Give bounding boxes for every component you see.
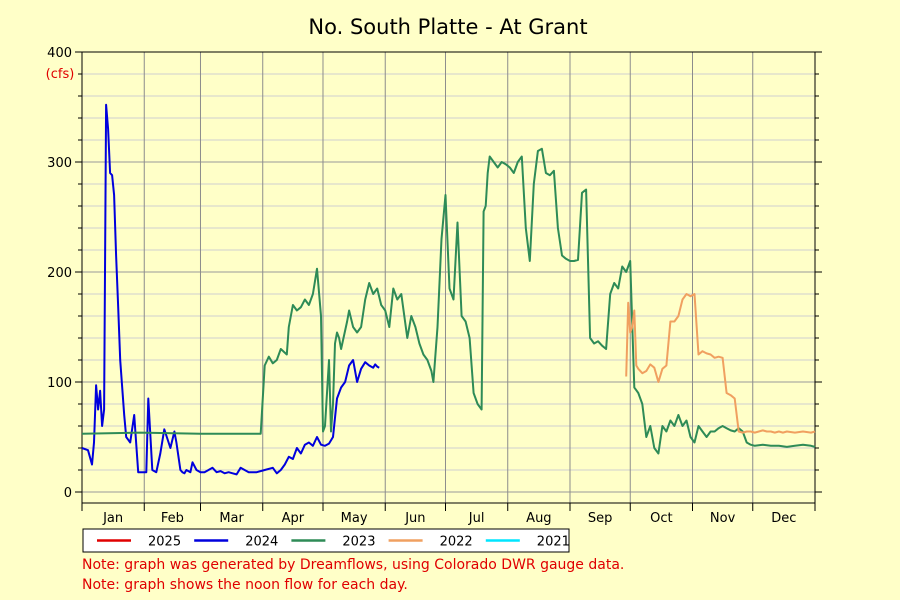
month-label: Nov [710, 511, 736, 526]
note-noon-flow: Note: graph shows the noon flow for each… [82, 577, 408, 593]
legend-label-2023: 2023 [342, 535, 375, 550]
y-tick-label: 0 [64, 486, 72, 501]
month-label: Apr [282, 511, 305, 526]
y-tick-label: 400 [47, 46, 72, 61]
month-label: Mar [219, 511, 244, 526]
legend-label-2022: 2022 [440, 535, 473, 550]
y-tick-label: 100 [47, 376, 72, 391]
series-lines [81, 103, 816, 476]
month-label: Jul [468, 511, 485, 526]
month-label: Aug [526, 511, 551, 526]
month-label: Jan [102, 511, 123, 526]
y-axis-unit-label: (cfs) [46, 67, 75, 82]
grid-lines [82, 51, 815, 503]
month-label: Oct [650, 511, 672, 526]
month-label: May [341, 511, 368, 526]
legend-label-2025: 2025 [148, 535, 181, 550]
month-label: Jun [404, 511, 425, 526]
month-label: Feb [161, 511, 184, 526]
legend-label-2024: 2024 [245, 535, 278, 550]
plot-frame [81, 51, 816, 504]
legend: 2025 2024 2023 2022 2021 [82, 528, 570, 553]
y-tick-label: 300 [47, 156, 72, 171]
y-tick-label: 200 [47, 266, 72, 281]
month-label: Sep [588, 511, 613, 526]
axes: 0 100 200 300 400 Jan Feb Mar Apr May Jun Jul Aug Sep… [47, 46, 822, 526]
chart-title: No. South Platte - At Grant [308, 15, 587, 39]
legend-label-2021: 2021 [537, 535, 570, 550]
note-source: Note: graph was generated by Dreamflows,… [82, 557, 625, 573]
month-label: Dec [771, 511, 796, 526]
series-line-2022 [625, 293, 816, 434]
series-line-2023 [81, 147, 816, 455]
legend-box [82, 528, 570, 553]
series-line-2024 [81, 103, 380, 476]
